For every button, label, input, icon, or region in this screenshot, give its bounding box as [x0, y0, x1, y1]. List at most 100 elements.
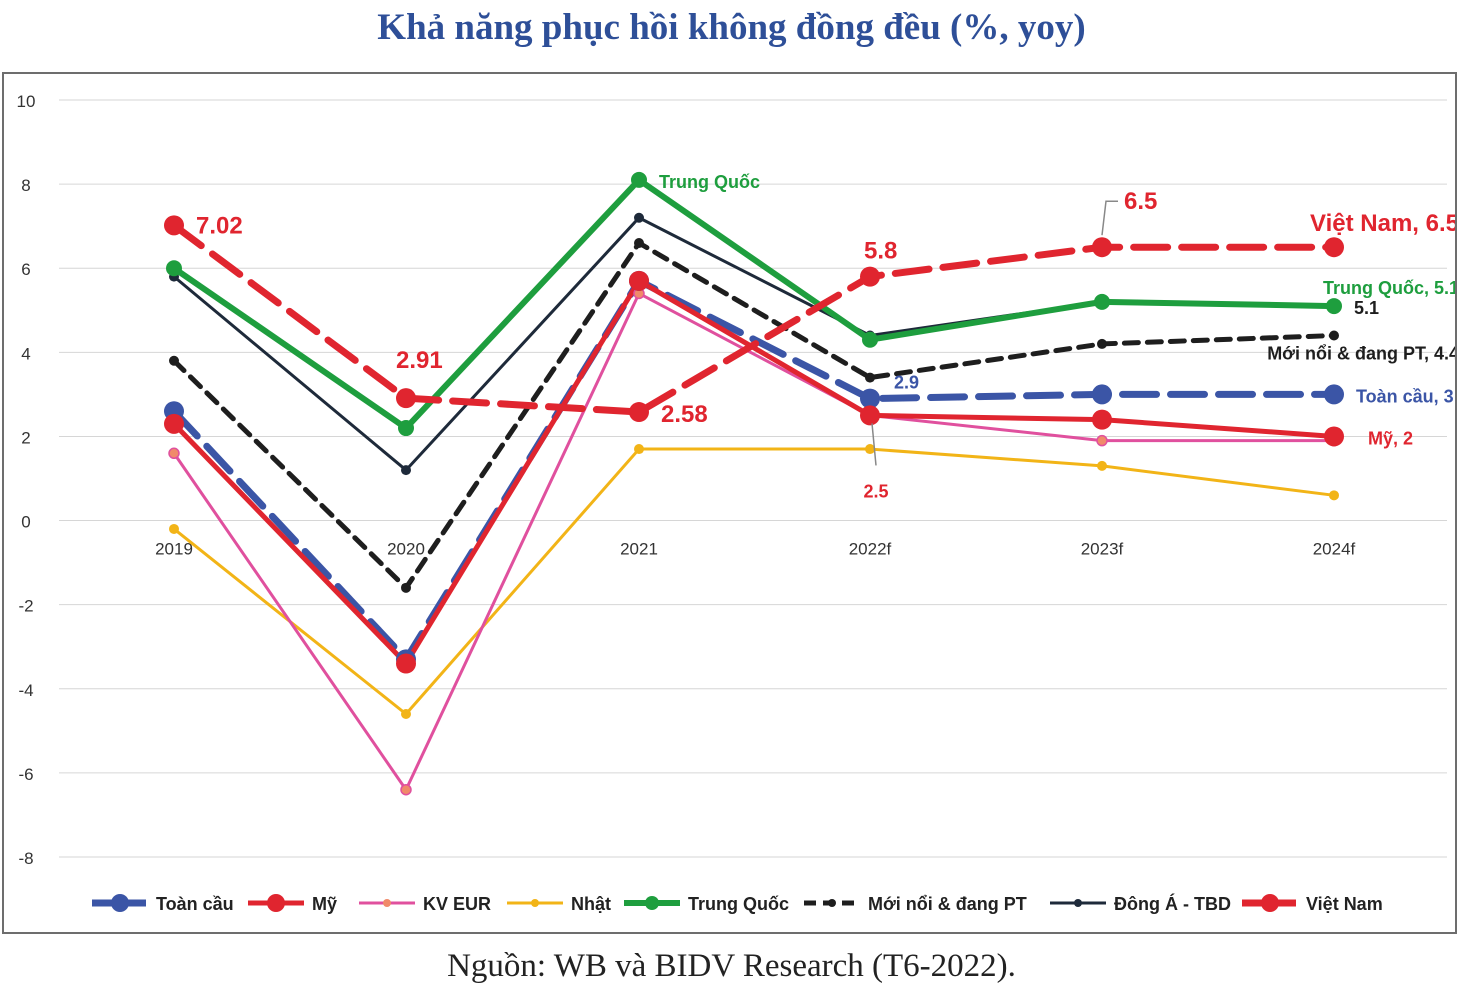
data-point-kv-eur	[400, 783, 412, 796]
legend-swatch-marker	[531, 899, 539, 907]
legend-swatch-marker	[383, 899, 391, 907]
data-point-viet-nam	[1092, 237, 1112, 258]
data-point-my	[396, 653, 416, 674]
y-tick-label: 8	[21, 176, 30, 195]
legend-item-my: Mỹ	[248, 894, 337, 914]
data-point-my	[860, 405, 880, 426]
legend-item-trung-quoc: Trung Quốc	[624, 894, 789, 914]
x-tick-label: 2023f	[1081, 540, 1124, 559]
annotation-viet-nam-2024f: Việt Nam, 6.5	[1310, 210, 1455, 237]
legend-item-toan-cau: Toàn cầu	[92, 894, 234, 914]
annotation-toan-cau-2022f: 2.9	[894, 373, 919, 393]
data-point-nhat	[169, 523, 179, 534]
series-markers	[164, 171, 1344, 796]
y-tick-label: 10	[17, 92, 36, 111]
x-tick-label: 2024f	[1313, 540, 1356, 559]
data-point-toan-cau	[1092, 384, 1112, 405]
data-point-trung-quoc	[1326, 298, 1342, 315]
gridlines	[59, 99, 1447, 858]
legend-item-viet-nam: Việt Nam	[1242, 894, 1383, 914]
legend-label: Việt Nam	[1306, 894, 1383, 914]
x-tick-label: 2021	[620, 540, 658, 559]
legend-swatch-marker	[111, 894, 129, 912]
legend-label: Đông Á - TBD	[1114, 893, 1231, 914]
data-point-viet-nam	[396, 388, 416, 409]
x-tick-label: 2019	[155, 540, 193, 559]
data-point-nhat	[1329, 490, 1339, 501]
legend-swatch-marker	[1261, 894, 1279, 912]
annotation-viet-nam-2019: 7.02	[196, 212, 243, 239]
annotation-moi-noi-dang-pt-2024f: Mới nổi & đang PT, 4.4	[1267, 344, 1455, 364]
y-tick-label: 2	[21, 428, 30, 447]
y-tick-label: -2	[18, 597, 33, 616]
chart-frame: 10 8 6 4 2 0 -2 -4 -6 -8 2019 2020 2021 2022f 2023f 202…	[2, 72, 1457, 934]
data-point-nhat	[1097, 460, 1107, 471]
data-point-viet-nam	[629, 402, 649, 423]
data-point-dong-a-tbd	[634, 212, 644, 223]
annotation-trung-quoc-2024f: Trung Quốc, 5.1	[1323, 278, 1455, 298]
x-tick-label: 2020	[387, 540, 425, 559]
legend: Toàn cầu Mỹ KV EUR Nhật Trung Quốc Mới nổi & …	[92, 893, 1383, 914]
annotation-my-2022f: 2.5	[863, 481, 888, 501]
data-point-my	[629, 270, 649, 291]
data-point-trung-quoc	[631, 171, 647, 188]
source-note: Nguồn: WB và BIDV Research (T6-2022).	[447, 948, 1016, 984]
y-tick-label: 4	[21, 344, 30, 363]
data-point-toan-cau	[1324, 384, 1344, 405]
line-chart: 10 8 6 4 2 0 -2 -4 -6 -8 2019 2020 2021 2022f 2023f 202…	[17, 92, 1455, 914]
series-line-toan-cau	[170, 277, 1338, 663]
legend-label: KV EUR	[423, 894, 491, 914]
data-point-nhat	[865, 444, 875, 455]
data-point-nhat	[634, 444, 644, 455]
legend-label: Mới nổi & đang PT	[868, 894, 1027, 914]
legend-swatch-marker	[828, 899, 836, 907]
leader-line	[871, 423, 877, 466]
y-tick-label: 0	[21, 513, 30, 532]
annotation-viet-nam-2023f: 6.5	[1124, 188, 1157, 215]
annotation-leaders	[871, 200, 1118, 466]
data-point-viet-nam	[860, 266, 880, 287]
data-point-moi-noi-dang-pt	[401, 582, 411, 593]
annotation-toan-cau-2024f: Toàn cầu, 3	[1356, 386, 1454, 406]
legend-item-moi-noi-dang-pt: Mới nổi & đang PT	[804, 894, 1027, 914]
legend-item-nhat: Nhật	[507, 894, 611, 914]
data-point-trung-quoc	[862, 331, 878, 348]
legend-label: Toàn cầu	[156, 894, 234, 914]
data-point-nhat	[401, 709, 411, 720]
annotation-dong-a-tbd-2024f: 5.1	[1354, 298, 1379, 318]
data-point-trung-quoc	[166, 260, 182, 277]
legend-swatch-marker	[645, 896, 659, 910]
annotation-viet-nam-2020: 2.91	[396, 347, 443, 374]
series-line-trung-quoc	[171, 176, 1337, 432]
data-point-toan-cau	[860, 388, 880, 409]
data-point-trung-quoc	[398, 420, 414, 437]
data-point-kv-eur	[168, 447, 180, 460]
annotation-viet-nam-2021: 2.58	[661, 401, 708, 428]
data-point-dong-a-tbd	[401, 465, 411, 476]
data-point-kv-eur	[1096, 434, 1108, 447]
data-point-moi-noi-dang-pt	[169, 355, 179, 366]
series-line-nhat	[172, 447, 1336, 716]
data-point-my	[164, 413, 184, 434]
y-tick-label: 6	[21, 260, 30, 279]
series-lines	[170, 176, 1338, 792]
legend-swatch-marker	[1074, 899, 1082, 907]
legend-label: Mỹ	[312, 894, 337, 914]
legend-label: Trung Quốc	[688, 894, 789, 914]
data-point-moi-noi-dang-pt	[634, 237, 644, 248]
chart-title: Khả năng phục hồi không đồng đều (%, yoy…	[377, 7, 1086, 48]
series-line-viet-nam	[170, 221, 1338, 416]
y-tick-label: -6	[18, 765, 33, 784]
legend-label: Nhật	[571, 894, 611, 914]
legend-item-kv-eur: KV EUR	[359, 894, 491, 914]
data-point-my	[1324, 426, 1344, 447]
legend-item-dong-a-tbd: Đông Á - TBD	[1050, 893, 1231, 914]
data-point-viet-nam	[164, 215, 184, 236]
legend-swatch-marker	[267, 894, 285, 912]
annotation-my-2024f: Mỹ, 2	[1368, 428, 1413, 448]
data-point-moi-noi-dang-pt	[865, 372, 875, 383]
y-tick-label: -4	[18, 681, 33, 700]
annotation-viet-nam-2022f: 5.8	[864, 238, 897, 265]
annotation-trung-quoc-2021: Trung Quốc	[659, 172, 760, 192]
axis-ticks: 10 8 6 4 2 0 -2 -4 -6 -8 2019 2020 2021 2022f 2023f 202…	[17, 92, 1356, 868]
